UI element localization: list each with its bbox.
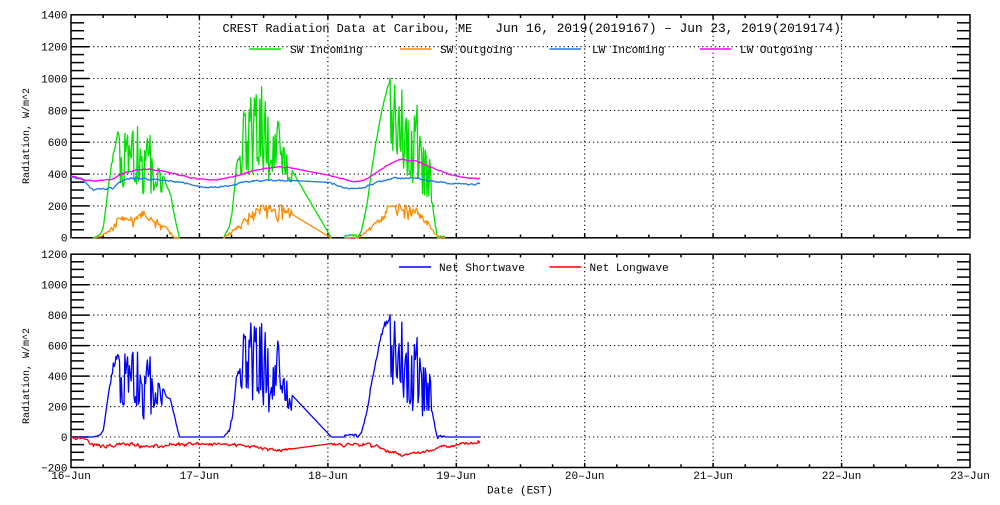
svg-text:1200: 1200: [41, 250, 67, 262]
svg-text:16–Jun: 16–Jun: [51, 471, 91, 483]
svg-text:Date (EST): Date (EST): [487, 486, 553, 498]
svg-text:800: 800: [48, 311, 68, 323]
svg-text:LW Outgoing: LW Outgoing: [740, 45, 813, 57]
svg-text:20–Jun: 20–Jun: [565, 471, 605, 483]
svg-text:0: 0: [61, 433, 68, 445]
svg-text:CREST Radiation Data at Caribo: CREST Radiation Data at Caribou, ME: [223, 22, 473, 36]
svg-text:SW Outgoing: SW Outgoing: [440, 45, 513, 57]
svg-text:LW Incoming: LW Incoming: [592, 45, 665, 57]
svg-text:22–Jun: 22–Jun: [822, 471, 862, 483]
svg-text:200: 200: [48, 403, 68, 415]
svg-text:23–Jun: 23–Jun: [950, 471, 990, 483]
svg-text:Jun 16, 2019(2019167) – Jun 23: Jun 16, 2019(2019167) – Jun 23, 2019(201…: [495, 21, 841, 36]
svg-text:Net Shortwave: Net Shortwave: [439, 263, 525, 275]
svg-text:400: 400: [48, 170, 68, 182]
svg-text:400: 400: [48, 372, 68, 384]
svg-text:1000: 1000: [41, 281, 67, 293]
svg-text:1200: 1200: [41, 43, 67, 55]
svg-text:21–Jun: 21–Jun: [693, 471, 733, 483]
svg-text:Radiation, W/m^2: Radiation, W/m^2: [21, 88, 33, 184]
svg-text:17–Jun: 17–Jun: [180, 471, 220, 483]
svg-text:1400: 1400: [41, 11, 67, 23]
svg-text:800: 800: [48, 106, 68, 118]
svg-text:600: 600: [48, 342, 68, 354]
svg-text:Radiation, W/m^2: Radiation, W/m^2: [21, 328, 33, 424]
svg-text:Net Longwave: Net Longwave: [590, 263, 669, 275]
svg-text:18–Jun: 18–Jun: [308, 471, 348, 483]
svg-text:200: 200: [48, 202, 68, 214]
svg-text:1000: 1000: [41, 74, 67, 86]
svg-text:600: 600: [48, 138, 68, 150]
svg-text:SW Incoming: SW Incoming: [290, 45, 363, 57]
svg-text:19–Jun: 19–Jun: [436, 471, 476, 483]
svg-text:−200: −200: [41, 463, 67, 475]
svg-text:0: 0: [61, 234, 68, 246]
